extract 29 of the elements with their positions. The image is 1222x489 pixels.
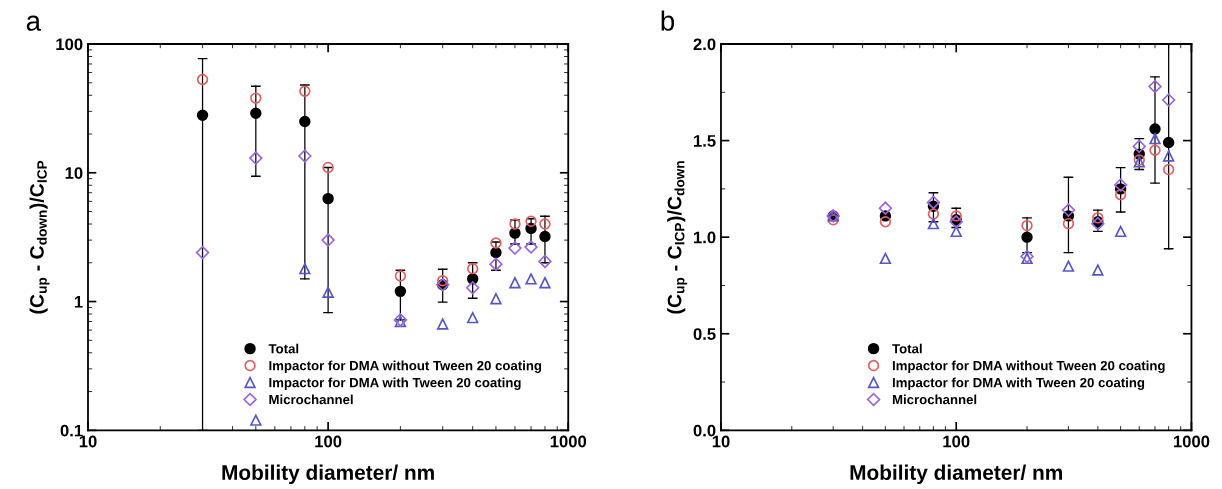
y-tick-label: 0.1 [60,424,83,437]
y-tick-label: 10 [65,167,83,179]
x-tick-label: 100 [315,435,342,448]
y-tick-label: 1.5 [694,135,716,147]
x-axis-title: Mobility diameter/ nm [850,464,1063,485]
y-tick-label: 1 [74,296,83,308]
y-axis-title: (C$_{up}$ - C$_{down}$)/C$_{ICP}$ [29,160,50,314]
chart-title: a [26,15,41,31]
legend-label: Microchannel [892,394,977,405]
legend-label: Total [268,343,299,354]
x-tick-label: 1000 [1173,435,1210,448]
y-tick-label: 1.0 [694,231,716,244]
chart-title: b [661,10,675,31]
y-tick-label: 0.5 [693,328,716,340]
y-axis-title: (C$_{up}$ - C$_{ICP}$)/C$_{down}$ [667,161,688,314]
y-tick-label: 100 [56,38,83,51]
legend-label: Microchannel [269,394,353,405]
legend-label: Impactor for DMA without Tween 20 coating [892,360,1165,373]
x-axis-title: Mobility diameter/ nm [222,464,434,485]
x-tick-label: 10 [79,435,97,448]
legend-label: Impactor for DMA with Tween 20 coating [269,377,521,390]
y-tick-label: 2.0 [693,38,716,51]
legend-label: Impactor for DMA without Tween 20 coating [269,360,542,373]
x-tick-label: 100 [943,435,970,448]
legend-label: Total [892,343,922,354]
x-tick-label: 1000 [550,435,587,448]
legend-label: Impactor for DMA with Tween 20 coating [892,377,1145,390]
x-tick-label: 10 [712,435,730,448]
y-tick-label: 0.0 [693,424,716,437]
